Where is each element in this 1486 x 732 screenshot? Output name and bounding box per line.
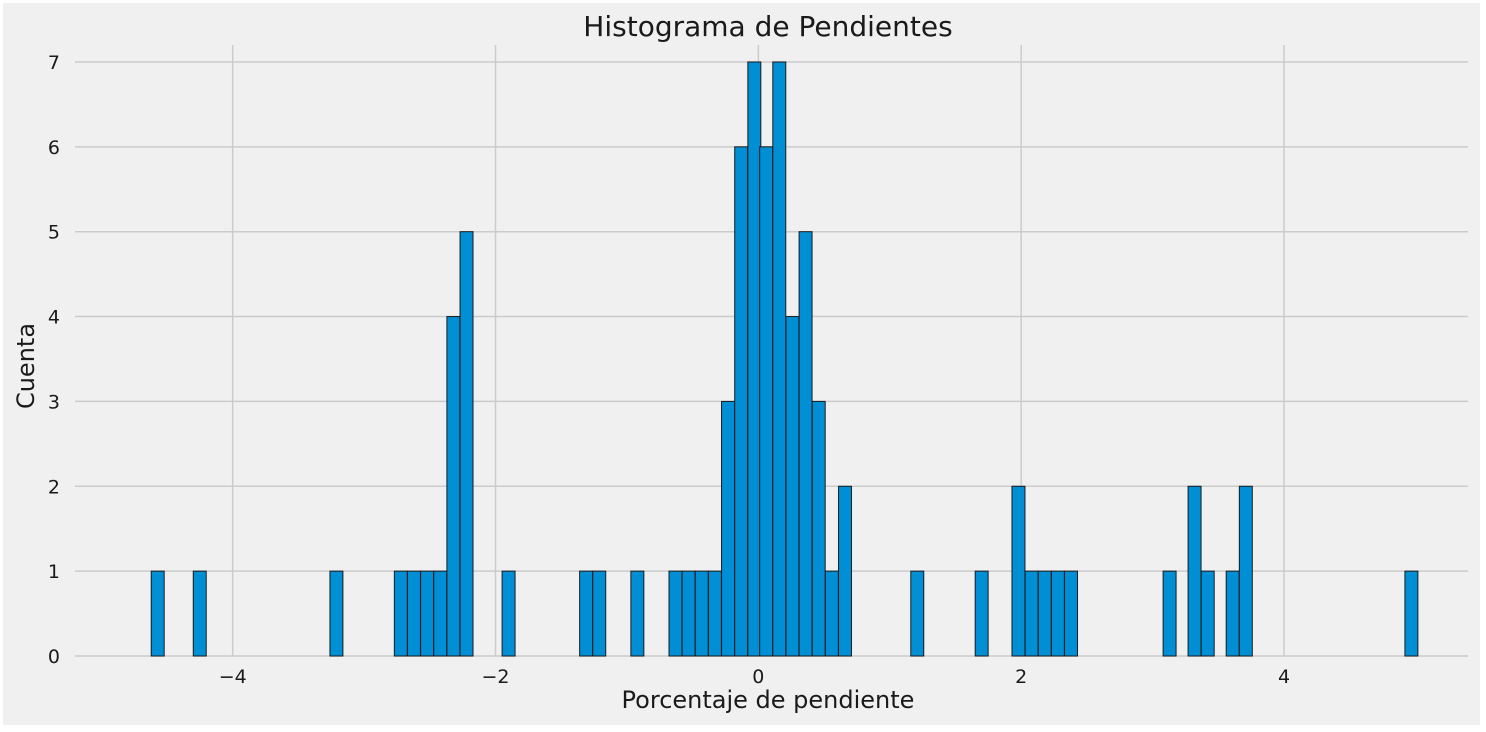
x-axis-label: Porcentaje de pendiente [622, 686, 915, 714]
histogram-bar [501, 570, 516, 657]
histogram-bar [420, 570, 435, 657]
histogram-bar [759, 146, 774, 657]
histogram-bar [747, 61, 762, 657]
histogram-bar [694, 570, 709, 657]
histogram-bar [630, 570, 645, 657]
x-tick-label: 0 [752, 666, 764, 688]
histogram-bar [772, 61, 787, 657]
x-tick-label: −2 [482, 666, 510, 688]
histogram-bar [1225, 570, 1240, 657]
histogram-bar [910, 570, 925, 657]
histogram-bar [150, 570, 165, 657]
histogram-bar [824, 570, 839, 657]
histogram-bar [681, 570, 696, 657]
histogram-bar [1404, 570, 1419, 657]
histogram-bar [406, 570, 421, 657]
histogram-bar [721, 400, 736, 657]
x-tick-label: 4 [1278, 666, 1290, 688]
histogram-bar [433, 570, 448, 657]
histogram-bar [707, 570, 722, 657]
histogram-bar [1024, 570, 1039, 657]
y-tick-label: 2 [48, 476, 60, 498]
histogram-bar [1200, 570, 1215, 657]
histogram-bar [1037, 570, 1052, 657]
y-tick-label: 1 [48, 561, 60, 583]
y-tick-label: 4 [48, 307, 60, 329]
histogram-bar [446, 316, 461, 657]
y-tick-label: 5 [48, 222, 60, 244]
x-tick-label: −4 [219, 666, 247, 688]
histogram-bar [974, 570, 989, 657]
histogram-bar [1064, 570, 1079, 657]
histogram-bar [329, 570, 344, 657]
histogram-bar [785, 316, 800, 657]
histogram-bar [1011, 485, 1026, 657]
histogram-bar [1238, 485, 1253, 657]
histogram-bar [393, 570, 408, 657]
histogram-bar [1162, 570, 1177, 657]
chart-title: Histograma de Pendientes [583, 10, 952, 43]
histogram-bar [192, 570, 207, 657]
histogram-bar [668, 570, 683, 657]
histogram-bars [150, 61, 1419, 657]
histogram-bar [734, 146, 749, 657]
histogram-bar [811, 400, 826, 657]
y-tick-label: 7 [48, 52, 60, 74]
y-tick-label: 0 [48, 646, 60, 668]
x-tick-label: 2 [1015, 666, 1027, 688]
histogram-bar [1050, 570, 1065, 657]
histogram-bar [798, 231, 813, 657]
y-tick-label: 3 [48, 391, 60, 413]
histogram-bar [579, 570, 594, 657]
histogram-bar [838, 485, 852, 657]
histogram-bar [1187, 485, 1202, 657]
y-tick-label: 6 [48, 137, 60, 159]
tick-labels: −4 −2 0 2 4 0 1 2 3 4 5 6 7 [48, 52, 1290, 688]
histogram-bar [459, 231, 474, 657]
y-axis-label: Cuenta [12, 323, 40, 409]
histogram-bar [592, 570, 607, 657]
